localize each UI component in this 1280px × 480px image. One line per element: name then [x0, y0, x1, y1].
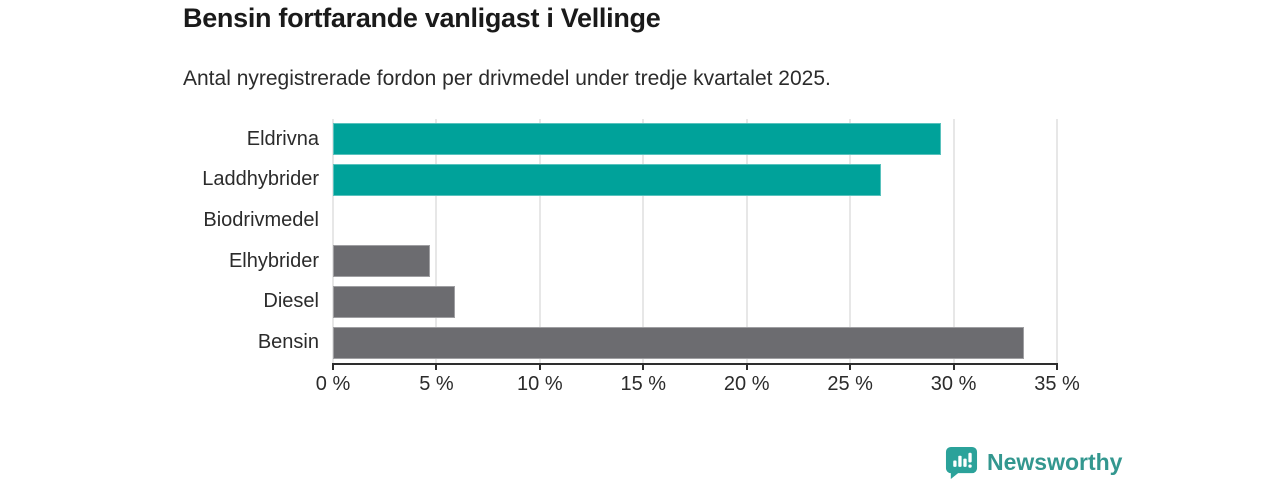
brand-footer: Newsworthy: [945, 446, 1122, 479]
gridline-20: [745, 119, 748, 363]
bar-laddhybrider: [333, 164, 882, 196]
gridline-35: [1056, 119, 1058, 363]
x-tick-label-5: 5 %: [419, 373, 454, 395]
x-axis-tick-0: [332, 363, 334, 370]
bar-elhybrider: [333, 245, 431, 278]
bar-bensin: [333, 326, 1024, 359]
gridline-10: [538, 119, 541, 363]
gridline-30: [952, 119, 955, 363]
chart-subtitle: Antal nyregistrerade fordon per drivmede…: [183, 67, 831, 90]
category-label-bensin: Bensin: [257, 331, 319, 354]
bar-diesel: [333, 286, 456, 318]
x-axis-tick-25: [849, 363, 852, 370]
x-tick-label-0: 0 %: [315, 373, 351, 395]
category-label-biodrivmedel: Biodrivmedel: [203, 209, 319, 232]
category-label-laddhybrider: Laddhybrider: [202, 168, 319, 191]
newsworthy-logo-icon: [945, 446, 978, 479]
category-label-eldrivna: Eldrivna: [246, 127, 319, 150]
x-tick-label-20: 20 %: [723, 373, 770, 395]
x-axis-tick-5: [435, 363, 438, 370]
gridline-5: [435, 119, 438, 363]
x-tick-label-30: 30 %: [930, 373, 977, 395]
category-label-elhybrider: Elhybrider: [228, 249, 319, 272]
gridline-25: [849, 119, 852, 363]
gridline-15: [642, 119, 645, 363]
bar-eldrivna: [333, 123, 942, 156]
chart-title: Bensin fortfarande vanligast i Vellinge: [183, 3, 661, 33]
x-tick-label-35: 35 %: [1034, 373, 1080, 395]
brand-name: Newsworthy: [987, 449, 1123, 475]
x-axis-line: [333, 363, 1057, 365]
x-axis-tick-15: [642, 363, 645, 370]
x-tick-label-10: 10 %: [517, 373, 563, 395]
x-axis-tick-10: [538, 363, 541, 370]
x-axis-tick-35: [1056, 363, 1058, 370]
x-axis-tick-30: [952, 363, 955, 370]
x-tick-label-25: 25 %: [827, 373, 873, 395]
gridline-0: [332, 119, 334, 363]
category-label-diesel: Diesel: [263, 290, 319, 313]
bar-chart-plot-area: 0 % 5 % 10 % 15 % 20 % 25 % 30 % 35 % Eldrivna La…: [202, 119, 1080, 395]
x-axis-tick-20: [745, 363, 748, 370]
x-tick-label-15: 15 %: [620, 373, 667, 395]
